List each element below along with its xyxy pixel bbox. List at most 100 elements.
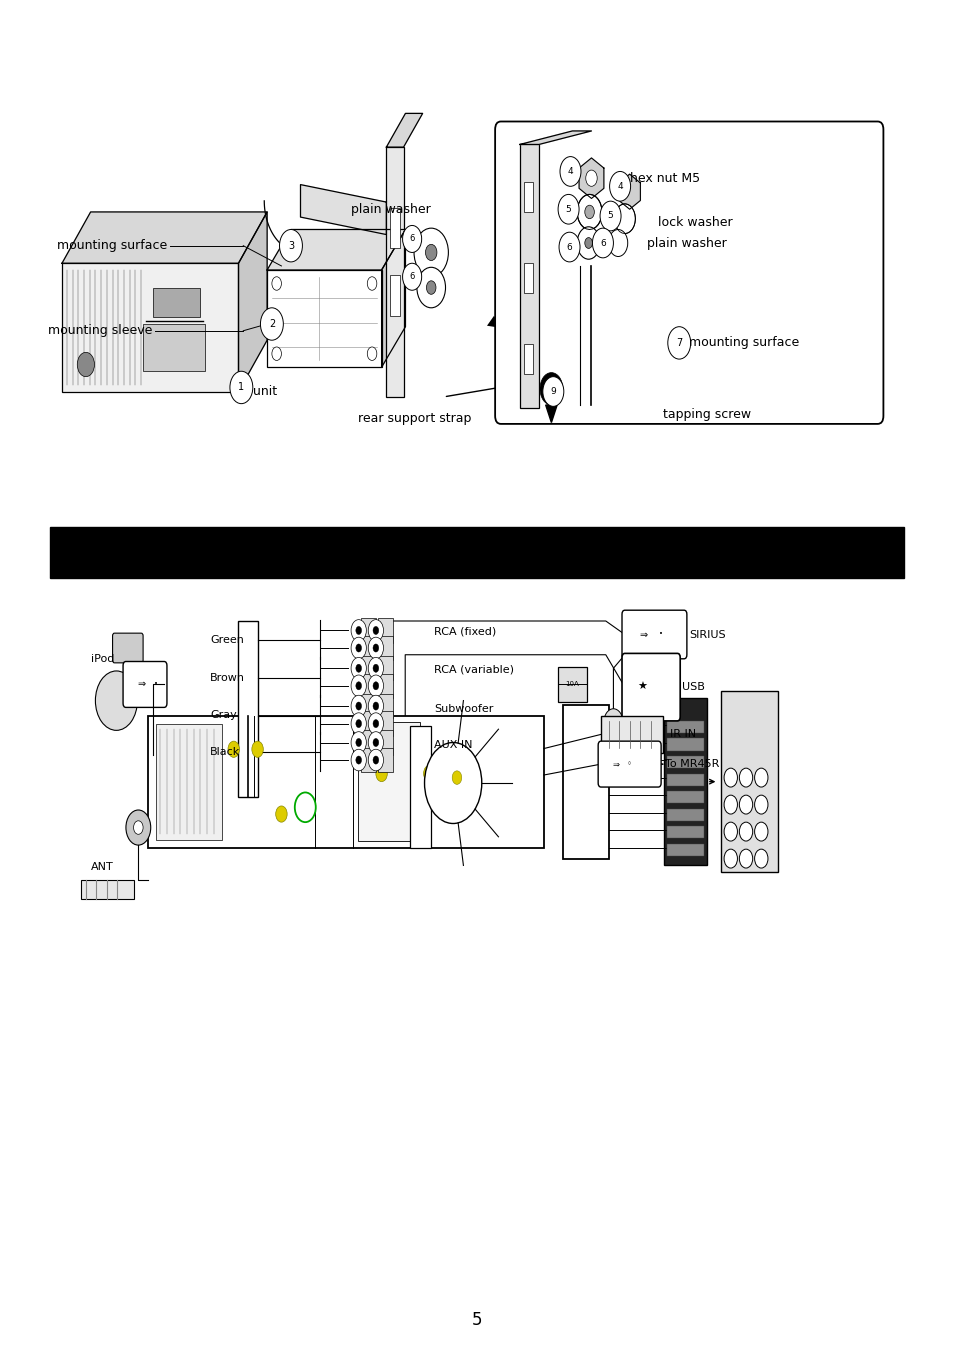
Text: plain washer: plain washer bbox=[646, 236, 726, 250]
Text: 6: 6 bbox=[409, 235, 415, 243]
Circle shape bbox=[368, 695, 383, 717]
Circle shape bbox=[542, 377, 563, 406]
Polygon shape bbox=[238, 212, 267, 392]
Text: Brown: Brown bbox=[210, 672, 245, 683]
Circle shape bbox=[368, 675, 383, 697]
FancyBboxPatch shape bbox=[720, 691, 778, 872]
Text: 5: 5 bbox=[565, 205, 571, 213]
FancyBboxPatch shape bbox=[360, 674, 375, 698]
Circle shape bbox=[368, 732, 383, 753]
FancyBboxPatch shape bbox=[360, 618, 375, 643]
Circle shape bbox=[754, 768, 767, 787]
Text: mounting sleeve: mounting sleeve bbox=[49, 324, 152, 338]
Circle shape bbox=[599, 201, 620, 231]
Polygon shape bbox=[519, 131, 591, 144]
Circle shape bbox=[723, 795, 737, 814]
Circle shape bbox=[416, 267, 445, 308]
Polygon shape bbox=[62, 212, 267, 263]
FancyBboxPatch shape bbox=[377, 656, 393, 680]
FancyBboxPatch shape bbox=[495, 122, 882, 424]
Text: ◦: ◦ bbox=[626, 760, 632, 768]
Text: 7: 7 bbox=[676, 338, 681, 348]
Circle shape bbox=[373, 682, 378, 690]
Circle shape bbox=[402, 263, 421, 290]
Circle shape bbox=[355, 644, 361, 652]
Circle shape bbox=[126, 810, 151, 845]
Circle shape bbox=[368, 749, 383, 771]
Circle shape bbox=[351, 713, 366, 734]
Text: RCA (fixed): RCA (fixed) bbox=[434, 626, 496, 637]
Text: To MR45R: To MR45R bbox=[664, 759, 719, 769]
FancyBboxPatch shape bbox=[523, 344, 533, 374]
Polygon shape bbox=[618, 174, 639, 209]
Circle shape bbox=[667, 327, 690, 359]
FancyBboxPatch shape bbox=[357, 722, 419, 841]
Text: plain washer: plain washer bbox=[351, 202, 431, 216]
Circle shape bbox=[402, 225, 421, 252]
Circle shape bbox=[351, 620, 366, 641]
Circle shape bbox=[754, 795, 767, 814]
Circle shape bbox=[368, 620, 383, 641]
FancyBboxPatch shape bbox=[598, 741, 660, 787]
Text: 1: 1 bbox=[238, 382, 244, 393]
FancyBboxPatch shape bbox=[267, 270, 381, 367]
Text: Gray: Gray bbox=[210, 710, 236, 721]
Text: Green: Green bbox=[210, 634, 244, 645]
FancyBboxPatch shape bbox=[81, 880, 133, 899]
Circle shape bbox=[355, 720, 361, 728]
FancyBboxPatch shape bbox=[410, 726, 431, 848]
Text: IR IN: IR IN bbox=[669, 729, 695, 740]
Text: ANT: ANT bbox=[91, 861, 113, 872]
Circle shape bbox=[558, 194, 578, 224]
FancyBboxPatch shape bbox=[50, 526, 903, 578]
FancyBboxPatch shape bbox=[238, 621, 257, 796]
Circle shape bbox=[351, 637, 366, 659]
FancyBboxPatch shape bbox=[666, 738, 703, 751]
FancyBboxPatch shape bbox=[377, 748, 393, 772]
FancyBboxPatch shape bbox=[666, 791, 703, 803]
Circle shape bbox=[77, 352, 94, 377]
Circle shape bbox=[723, 849, 737, 868]
FancyBboxPatch shape bbox=[666, 756, 703, 768]
Circle shape bbox=[368, 637, 383, 659]
Text: 6: 6 bbox=[409, 273, 415, 281]
FancyBboxPatch shape bbox=[386, 147, 403, 397]
Text: lock washer: lock washer bbox=[658, 216, 732, 230]
Text: 5: 5 bbox=[471, 1311, 482, 1330]
Text: rear support strap: rear support strap bbox=[358, 412, 471, 425]
Text: •: • bbox=[154, 682, 158, 687]
Text: tapping screw: tapping screw bbox=[662, 408, 750, 421]
Circle shape bbox=[739, 849, 752, 868]
Text: •: • bbox=[659, 632, 662, 637]
Text: 9: 9 bbox=[550, 387, 556, 396]
FancyBboxPatch shape bbox=[523, 263, 533, 293]
FancyBboxPatch shape bbox=[621, 653, 679, 721]
FancyBboxPatch shape bbox=[663, 698, 706, 865]
Text: 6: 6 bbox=[566, 243, 572, 251]
FancyBboxPatch shape bbox=[377, 730, 393, 755]
Circle shape bbox=[351, 732, 366, 753]
FancyBboxPatch shape bbox=[666, 809, 703, 821]
Circle shape bbox=[373, 644, 378, 652]
Polygon shape bbox=[300, 185, 386, 235]
Polygon shape bbox=[381, 230, 405, 367]
Circle shape bbox=[414, 228, 448, 277]
Circle shape bbox=[367, 347, 376, 360]
FancyBboxPatch shape bbox=[523, 182, 533, 212]
Circle shape bbox=[614, 204, 635, 234]
FancyBboxPatch shape bbox=[666, 721, 703, 733]
Text: ★: ★ bbox=[637, 682, 646, 693]
Text: SIRIUS: SIRIUS bbox=[688, 629, 724, 640]
Circle shape bbox=[260, 308, 283, 340]
Polygon shape bbox=[578, 158, 603, 198]
Text: ⇒: ⇒ bbox=[612, 760, 619, 768]
Polygon shape bbox=[545, 405, 557, 423]
Circle shape bbox=[723, 768, 737, 787]
FancyBboxPatch shape bbox=[666, 774, 703, 786]
Circle shape bbox=[739, 795, 752, 814]
FancyBboxPatch shape bbox=[377, 694, 393, 718]
Circle shape bbox=[558, 232, 579, 262]
FancyBboxPatch shape bbox=[360, 694, 375, 718]
Circle shape bbox=[585, 170, 597, 186]
Circle shape bbox=[355, 664, 361, 672]
